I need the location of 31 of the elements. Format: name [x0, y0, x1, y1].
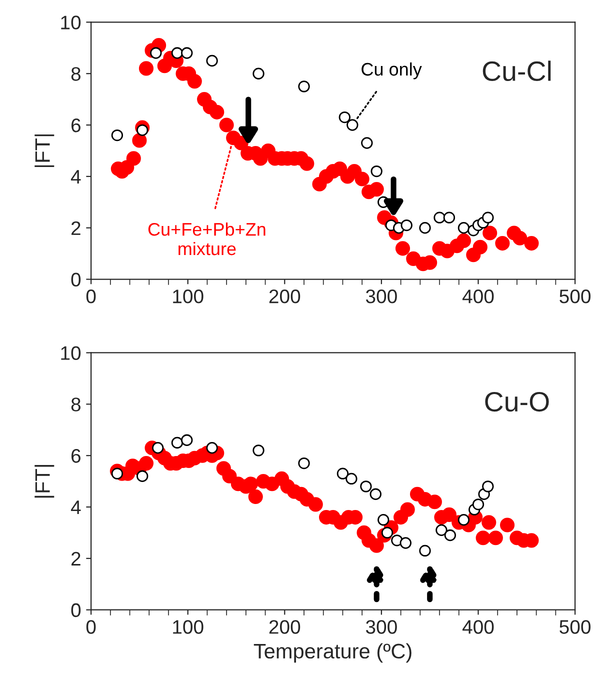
y-tick-label: 0 — [71, 272, 81, 287]
x-axis-title: Temperature (ºC) — [254, 643, 412, 663]
x-tick-label: 500 — [560, 290, 590, 304]
annotation: Cu only — [362, 62, 422, 80]
x-tick-label: 500 — [560, 620, 590, 634]
x-tick-label: 0 — [86, 620, 96, 634]
text: Cu-O — [485, 392, 549, 412]
y-tick-label: 6 — [72, 449, 80, 463]
y-tick-label: 4 — [70, 170, 81, 184]
annotation: Cu+Fe+Pb+Zn mixture — [148, 222, 266, 256]
text: Cu-Cl — [482, 60, 551, 82]
x-tick-label: 0 — [86, 290, 96, 304]
y-tick-label: 8 — [71, 67, 80, 81]
x-tick-label: 200 — [269, 290, 300, 304]
x-tick-label: 300 — [366, 620, 397, 634]
y-tick-label: 10 — [61, 16, 81, 30]
x-tick-label: 400 — [462, 620, 494, 634]
y-axis-title: |FT| — [34, 134, 54, 168]
y-tick-label: 10 — [61, 346, 81, 360]
y-tick-label: 4 — [70, 500, 81, 514]
x-tick-label: 200 — [269, 620, 300, 634]
y-axis-title: |FT| — [34, 465, 54, 498]
x-tick-label: 100 — [173, 620, 204, 634]
y-tick-label: 2 — [71, 552, 80, 566]
x-tick-label: 400 — [462, 290, 494, 304]
y-tick-label: 8 — [71, 398, 80, 412]
y-tick-label: 6 — [72, 118, 80, 132]
x-tick-label: 100 — [173, 290, 204, 304]
y-tick-label: 2 — [71, 221, 80, 235]
y-tick-label: 0 — [71, 603, 81, 618]
x-tick-label: 300 — [366, 290, 397, 304]
